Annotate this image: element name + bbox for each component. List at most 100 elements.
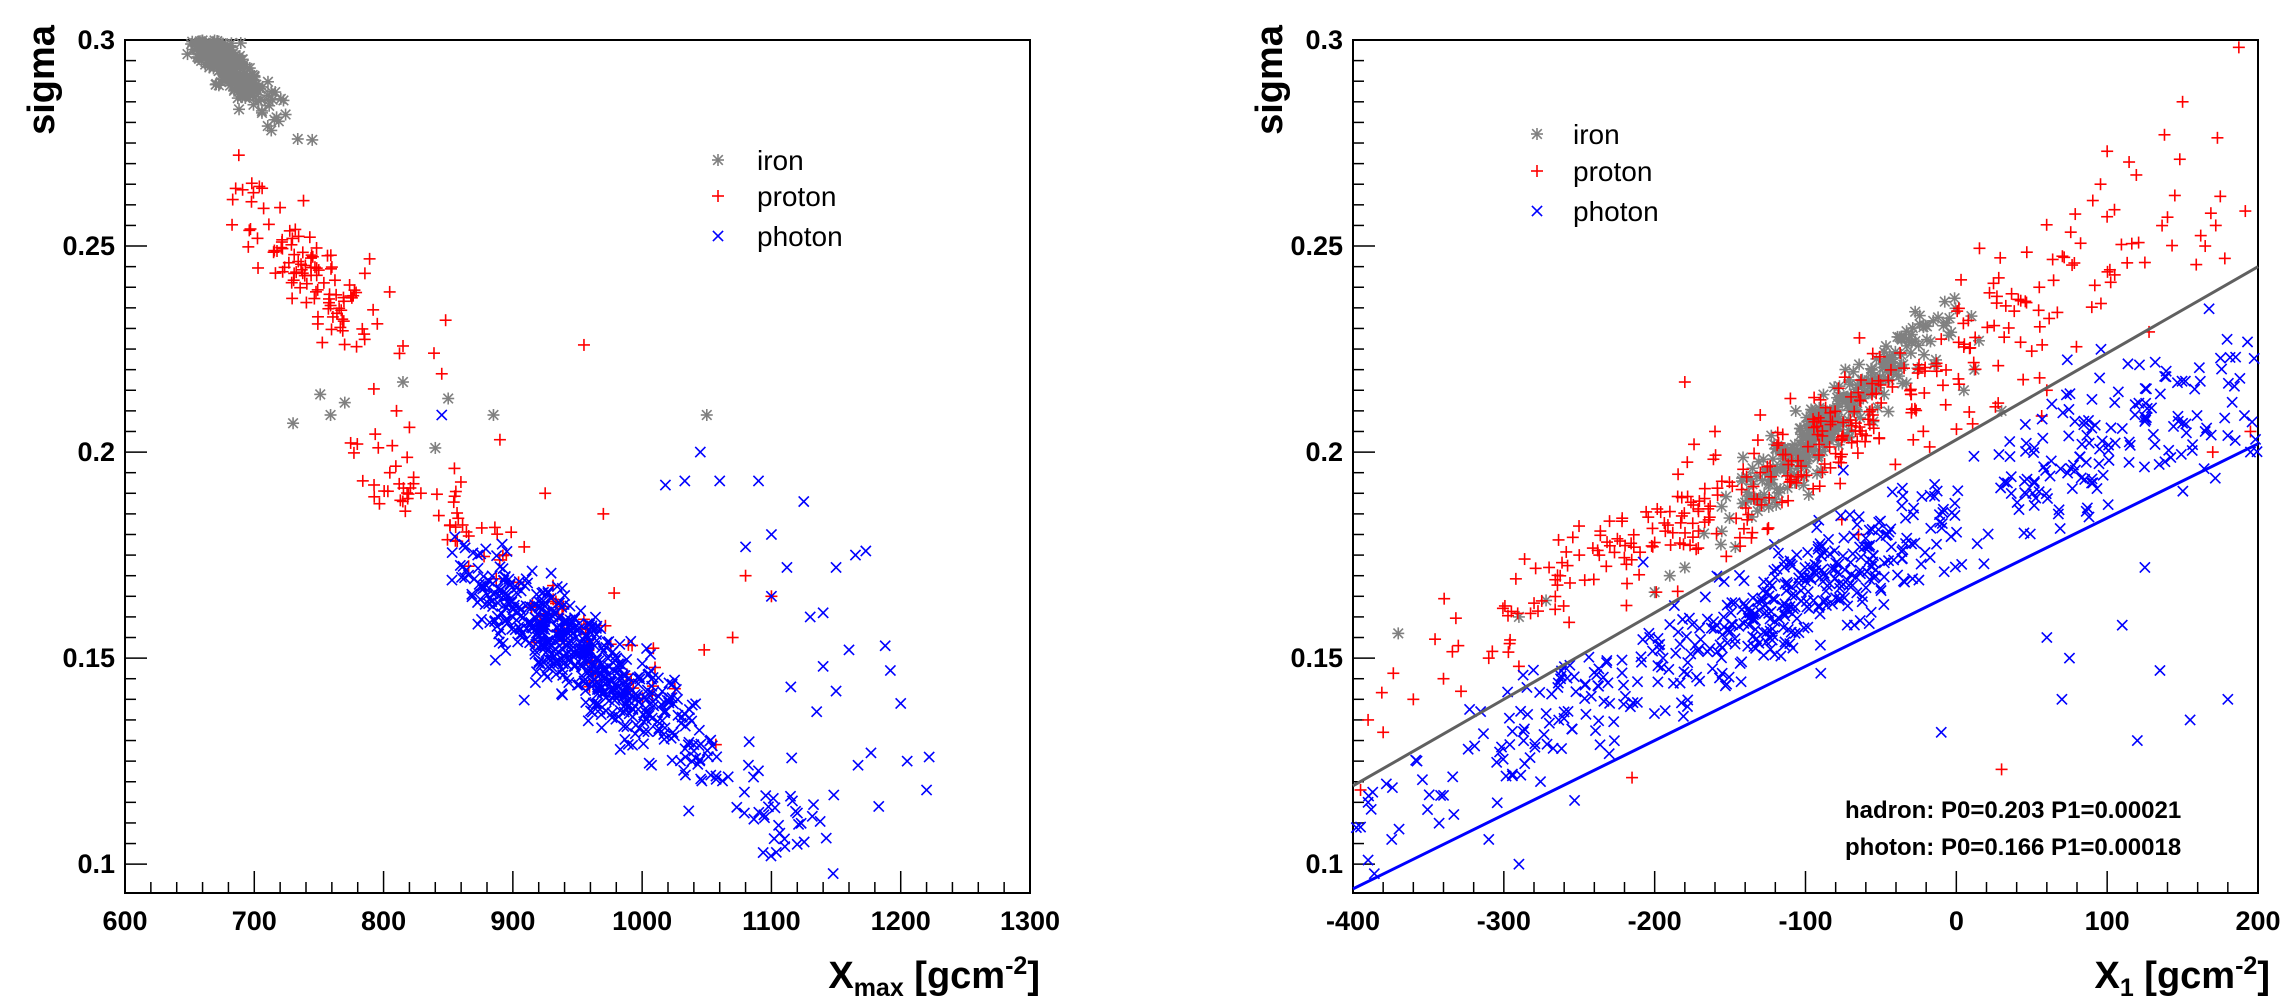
left-photon-point bbox=[702, 751, 715, 763]
right-proton-point bbox=[2101, 265, 2114, 278]
right-proton-point bbox=[2115, 238, 2128, 251]
left-photon-point bbox=[781, 561, 793, 574]
right-proton-point bbox=[2086, 194, 2099, 207]
right-photon-point bbox=[1786, 581, 1798, 593]
right-photon-point bbox=[1579, 692, 1591, 705]
right-photon-point bbox=[2116, 619, 2128, 631]
right-photon-point bbox=[1593, 663, 1605, 675]
right-iron-point bbox=[1853, 358, 1866, 371]
left-photon-point bbox=[785, 681, 797, 693]
left-photon-point bbox=[672, 709, 684, 721]
left-photon-point bbox=[668, 674, 681, 686]
left-iron-point bbox=[314, 388, 327, 401]
right-photon-point bbox=[1674, 677, 1686, 689]
left-proton-point bbox=[283, 224, 296, 237]
right-proton-point bbox=[1771, 426, 1784, 439]
right-photon-point bbox=[1720, 678, 1733, 690]
left-photon-point bbox=[693, 724, 706, 736]
left-photon-point bbox=[556, 582, 568, 595]
right-proton-point bbox=[1687, 498, 1700, 511]
left-photon-point bbox=[843, 644, 855, 656]
right-photon-point bbox=[2039, 464, 2052, 477]
right-photon-point bbox=[2138, 461, 2151, 473]
left-photon-point bbox=[538, 612, 550, 624]
left-photon-point bbox=[619, 688, 631, 700]
left-photon-point bbox=[600, 641, 612, 653]
right-proton-point bbox=[1646, 522, 1659, 535]
left-proton-point bbox=[324, 249, 337, 262]
right-photon-point bbox=[2249, 433, 2262, 446]
right-photon-point bbox=[1925, 522, 1937, 534]
right-photon-point bbox=[2053, 504, 2065, 516]
left-photon-point bbox=[558, 589, 571, 602]
right-photon-point bbox=[1854, 564, 1866, 576]
right-proton-point bbox=[1387, 667, 1400, 680]
right-photon-point bbox=[1775, 650, 1787, 662]
left-photon-point bbox=[643, 757, 655, 769]
right-photon-point bbox=[1896, 500, 1908, 512]
right-photon-point bbox=[1749, 623, 1762, 636]
right-photon-point bbox=[1936, 517, 1948, 530]
right-photon-point bbox=[1617, 698, 1630, 710]
left-photon-point bbox=[792, 818, 805, 831]
right-photon-point bbox=[1949, 497, 1961, 509]
right-proton-point bbox=[1765, 470, 1778, 483]
right-photon-point bbox=[1742, 612, 1754, 624]
right-iron-point bbox=[1800, 411, 1813, 424]
right-legend-photon-marker bbox=[1531, 205, 1543, 217]
right-photon-point bbox=[1714, 639, 1726, 651]
right-proton-point bbox=[1640, 505, 1653, 518]
left-photon-point bbox=[852, 759, 864, 771]
left-proton-point bbox=[435, 367, 448, 380]
right-proton-point bbox=[1808, 391, 1821, 404]
right-proton-point bbox=[2014, 336, 2027, 349]
right-photon-point bbox=[2167, 420, 2180, 433]
left-proton-point bbox=[368, 478, 381, 491]
left-series-photon bbox=[436, 409, 935, 880]
right-photon-point bbox=[1853, 541, 1866, 553]
right-photon-point bbox=[1541, 738, 1553, 750]
left-photon-point bbox=[583, 665, 595, 678]
right-photon-point bbox=[2214, 352, 2227, 364]
left-photon-point bbox=[901, 755, 913, 767]
right-proton-point bbox=[1535, 594, 1548, 607]
right-proton-point bbox=[1808, 415, 1821, 428]
right-proton-point bbox=[1754, 408, 1767, 421]
right-proton-point bbox=[1354, 783, 1367, 796]
right-iron-point bbox=[1943, 312, 1956, 325]
left-proton-point bbox=[372, 441, 385, 454]
right-proton-point bbox=[2085, 301, 2098, 314]
left-photon-point bbox=[694, 446, 706, 458]
left-photon-point bbox=[576, 646, 588, 658]
left-photon-point bbox=[590, 698, 602, 710]
right-proton-point bbox=[1627, 541, 1640, 554]
right-proton-point bbox=[2158, 128, 2171, 141]
right-photon-point bbox=[1885, 523, 1897, 535]
right-proton-point bbox=[1496, 602, 1509, 615]
left-photon-point bbox=[679, 743, 691, 755]
right-photon-point bbox=[1845, 568, 1857, 581]
right-photon-point bbox=[2081, 502, 2094, 514]
left-photon-point bbox=[646, 680, 658, 692]
left-photon-point bbox=[722, 771, 734, 783]
right-photon-point bbox=[1543, 717, 1556, 729]
left-photon-point bbox=[543, 643, 555, 655]
right-proton-point bbox=[1969, 331, 1982, 344]
left-proton-point bbox=[337, 295, 350, 308]
left-proton-point bbox=[290, 266, 303, 279]
left-proton-point bbox=[242, 240, 255, 253]
right-y-ticks: 0.1 0.15 0.2 0.25 0.3 bbox=[1290, 25, 1375, 879]
left-photon-point bbox=[591, 676, 603, 689]
right-photon-point bbox=[1798, 572, 1810, 584]
right-photon-point bbox=[2095, 343, 2107, 355]
right-series-proton bbox=[1354, 41, 2257, 796]
right-proton-point bbox=[1746, 526, 1759, 539]
right-proton-point bbox=[1692, 525, 1705, 538]
left-proton-point bbox=[347, 289, 360, 302]
right-proton-point bbox=[1681, 490, 1694, 503]
right-proton-point bbox=[1935, 333, 1948, 346]
right-photon-point bbox=[2102, 498, 2114, 511]
left-photon-point bbox=[545, 567, 557, 579]
right-proton-point bbox=[2036, 338, 2049, 351]
right-photon-point bbox=[2124, 439, 2136, 452]
